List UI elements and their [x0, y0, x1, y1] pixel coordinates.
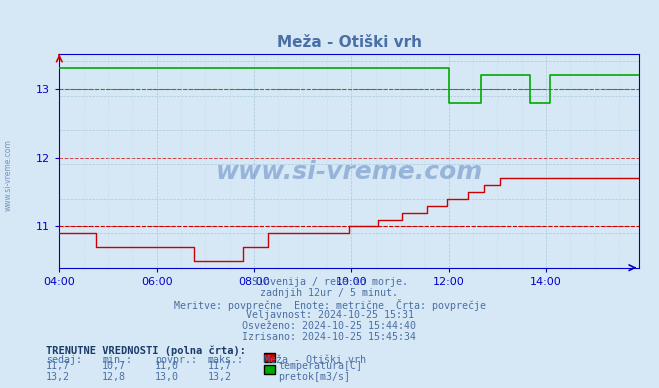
Text: povpr.:: povpr.: [155, 355, 197, 365]
Text: 11,7: 11,7 [46, 361, 70, 371]
Text: www.si-vreme.com: www.si-vreme.com [215, 160, 483, 184]
Text: 13,2: 13,2 [46, 372, 70, 383]
Text: min.:: min.: [102, 355, 132, 365]
Text: pretok[m3/s]: pretok[m3/s] [278, 372, 350, 383]
Title: Meža - Otiški vrh: Meža - Otiški vrh [277, 35, 422, 50]
Text: Veljavnost: 2024-10-25 15:31: Veljavnost: 2024-10-25 15:31 [246, 310, 413, 320]
Text: 11,0: 11,0 [155, 361, 179, 371]
Text: sedaj:: sedaj: [46, 355, 82, 365]
Text: Izrisano: 2024-10-25 15:45:34: Izrisano: 2024-10-25 15:45:34 [243, 332, 416, 342]
Text: www.si-vreme.com: www.si-vreme.com [3, 139, 13, 211]
Text: 10,7: 10,7 [102, 361, 126, 371]
Text: TRENUTNE VREDNOSTI (polna črta):: TRENUTNE VREDNOSTI (polna črta): [46, 345, 246, 356]
Text: zadnjih 12ur / 5 minut.: zadnjih 12ur / 5 minut. [260, 288, 399, 298]
Text: Meritve: povprečne  Enote: metrične  Črta: povprečje: Meritve: povprečne Enote: metrične Črta:… [173, 299, 486, 311]
Text: 12,8: 12,8 [102, 372, 126, 383]
Text: 11,7: 11,7 [208, 361, 231, 371]
Text: Meža - Otiški vrh: Meža - Otiški vrh [264, 355, 366, 365]
Text: maks.:: maks.: [208, 355, 244, 365]
Text: Slovenija / reke in morje.: Slovenija / reke in morje. [252, 277, 407, 288]
Text: 13,2: 13,2 [208, 372, 231, 383]
Text: 13,0: 13,0 [155, 372, 179, 383]
Text: temperatura[C]: temperatura[C] [278, 361, 362, 371]
Text: Osveženo: 2024-10-25 15:44:40: Osveženo: 2024-10-25 15:44:40 [243, 321, 416, 331]
